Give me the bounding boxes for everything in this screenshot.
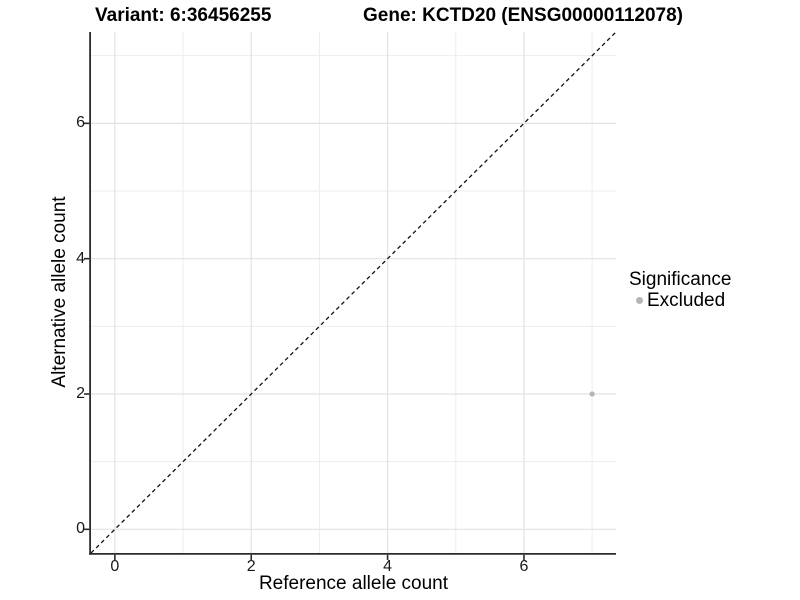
- legend: Significance Excluded: [629, 269, 789, 311]
- y-tick-label: 2: [76, 384, 85, 402]
- y-tick-label: 0: [76, 520, 85, 538]
- y-tick-label: 6: [76, 114, 85, 132]
- x-tick-label: 6: [519, 558, 529, 575]
- x-tick-label: 4: [383, 558, 393, 575]
- gene-title: Gene: KCTD20 (ENSG00000112078): [363, 5, 683, 26]
- x-axis-title: Reference allele count: [258, 573, 449, 594]
- legend-items: Excluded: [629, 290, 789, 311]
- legend-key-point-icon: [636, 297, 643, 304]
- identity-reference-line: [90, 31, 617, 554]
- legend-item: Excluded: [629, 290, 789, 311]
- legend-item-label: Excluded: [647, 290, 726, 311]
- y-tick-label: 4: [76, 249, 85, 267]
- variant-title: Variant: 6:36456255: [95, 5, 272, 26]
- x-tick-label: 2: [246, 558, 256, 575]
- y-axis-title: Alternative allele count: [49, 196, 70, 388]
- legend-title: Significance: [629, 269, 732, 290]
- data-point: [589, 391, 595, 397]
- x-tick-label: 0: [110, 558, 120, 575]
